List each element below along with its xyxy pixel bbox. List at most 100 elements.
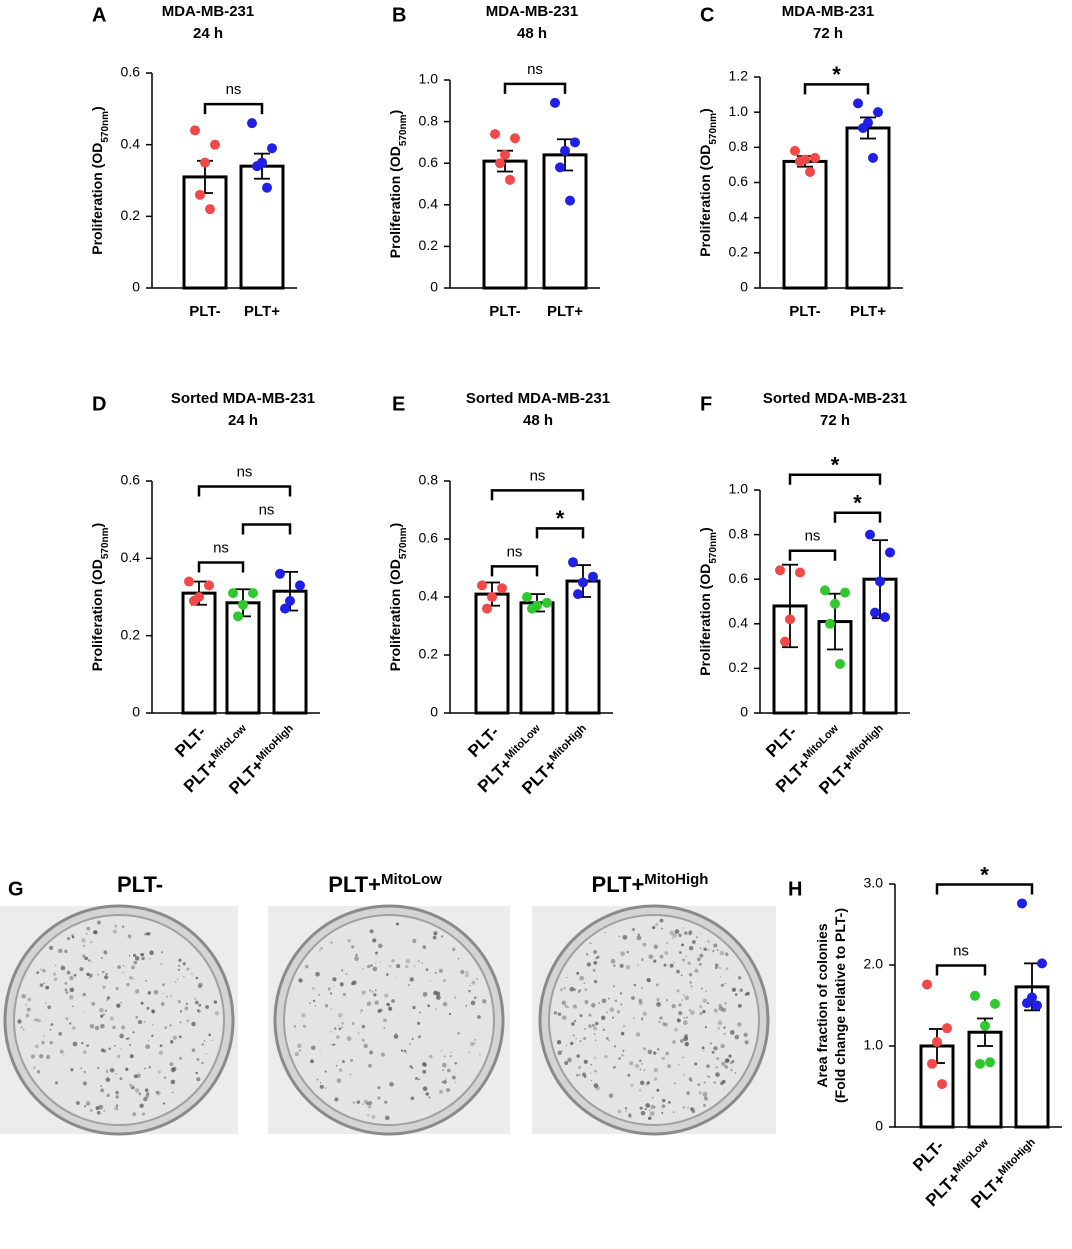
- colony: [129, 976, 133, 980]
- colony: [315, 971, 320, 977]
- colony: [334, 1027, 337, 1030]
- colony: [724, 1058, 730, 1064]
- colony: [182, 962, 186, 966]
- data-point: [228, 588, 238, 599]
- colony: [641, 1017, 644, 1019]
- colony: [468, 990, 471, 993]
- data-point: [190, 125, 200, 136]
- colony: [620, 1003, 623, 1006]
- colony: [88, 973, 93, 978]
- colony: [439, 1089, 444, 1094]
- colony: [593, 1033, 596, 1035]
- colony: [68, 995, 74, 1000]
- colony: [82, 954, 86, 958]
- colony: [66, 970, 71, 975]
- colony: [689, 981, 692, 984]
- colony: [649, 1111, 655, 1117]
- colony: [604, 1054, 608, 1059]
- data-point: [285, 595, 295, 606]
- colony: [377, 943, 383, 949]
- colony: [604, 931, 607, 934]
- significance-bracket: [203, 102, 264, 115]
- colony: [147, 1039, 150, 1042]
- colony: [728, 1054, 732, 1058]
- colony: [676, 1018, 681, 1023]
- colony: [706, 1064, 710, 1068]
- data-point: [840, 587, 850, 598]
- category-name: PLT-: [762, 722, 801, 761]
- colony: [639, 1059, 642, 1062]
- colony: [301, 1013, 306, 1018]
- y-tick-label: 0: [132, 279, 140, 295]
- data-point: [873, 107, 883, 118]
- colony: [583, 982, 586, 985]
- colony: [737, 1022, 742, 1027]
- colony: [576, 1054, 580, 1058]
- y-axis-label-end: ): [697, 108, 713, 113]
- colony: [622, 934, 628, 940]
- colony: [567, 1006, 569, 1009]
- colony: [576, 971, 580, 975]
- colony: [103, 1109, 106, 1112]
- colony: [361, 1038, 365, 1042]
- colony: [619, 963, 624, 968]
- x-tick-label: PLT-: [489, 303, 520, 320]
- colony: [561, 1050, 563, 1052]
- colony: [699, 1005, 703, 1009]
- colony: [69, 987, 75, 993]
- colony: [739, 988, 743, 992]
- colony: [676, 969, 680, 974]
- colony: [391, 999, 395, 1003]
- colony: [33, 1066, 36, 1070]
- colony: [703, 1081, 706, 1084]
- colony: [715, 1072, 720, 1077]
- colony: [609, 1007, 615, 1012]
- colony: [371, 1115, 376, 1119]
- colony: [146, 1092, 150, 1096]
- colony: [60, 1049, 62, 1052]
- colony: [102, 970, 105, 974]
- bar: [542, 153, 588, 290]
- colony: [83, 1070, 86, 1074]
- data-point: [510, 133, 520, 144]
- colony: [408, 984, 410, 987]
- data-point: [477, 580, 487, 591]
- bar: [225, 601, 261, 715]
- colony: [665, 1051, 670, 1056]
- colony: [98, 1104, 104, 1110]
- colony: [170, 995, 173, 997]
- colony: [682, 1020, 688, 1026]
- colony: [302, 1024, 307, 1029]
- colony: [605, 1037, 609, 1040]
- colony: [422, 1069, 427, 1074]
- colony: [134, 956, 140, 961]
- colony: [169, 1062, 174, 1067]
- colony: [329, 992, 333, 995]
- colony: [669, 930, 675, 936]
- colony: [594, 1069, 597, 1073]
- colony: [672, 1111, 675, 1113]
- colony: [674, 1027, 678, 1032]
- colony: [637, 933, 640, 936]
- colony: [575, 1074, 579, 1077]
- colony: [352, 980, 357, 985]
- colony: [164, 1026, 168, 1030]
- colony: [719, 976, 721, 978]
- colony: [583, 1037, 586, 1040]
- colony: [69, 1022, 72, 1025]
- colony: [383, 1027, 386, 1029]
- colony: [702, 1091, 708, 1097]
- colony: [214, 1010, 220, 1016]
- colony: [678, 1064, 680, 1066]
- significance-label: ns: [226, 81, 242, 98]
- panel-label: C: [700, 4, 714, 26]
- colony: [608, 997, 610, 1000]
- colony: [195, 976, 199, 980]
- significance-bracket: [788, 549, 837, 561]
- colony: [341, 969, 344, 972]
- colony: [578, 991, 580, 993]
- colony: [156, 1090, 161, 1096]
- panel-label: A: [92, 4, 106, 26]
- colony: [169, 1024, 172, 1027]
- colony: [734, 993, 738, 996]
